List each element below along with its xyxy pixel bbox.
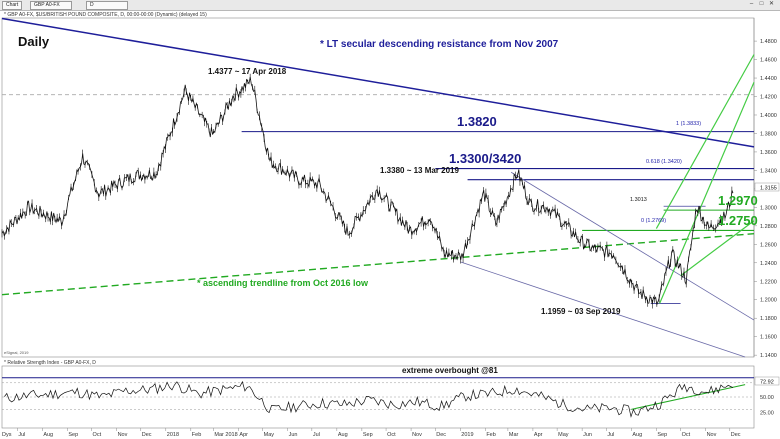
channel-upper xyxy=(510,171,755,321)
x-tick-label: Mar 2018 xyxy=(214,432,237,438)
rsi-y-tick-label: 25.00 xyxy=(760,411,774,417)
x-tick-label: Feb xyxy=(486,432,495,438)
fib-0-label: 0 (1.2769) xyxy=(641,218,666,224)
x-tick-label: Sep xyxy=(363,432,373,438)
level-13300-label: 1.3300/3420 xyxy=(449,151,521,166)
x-tick-label: Aug xyxy=(338,432,348,438)
green-channel-lower xyxy=(659,81,755,304)
x-tick-label: Jul xyxy=(313,432,320,438)
price-tag: 1.3155 xyxy=(760,186,777,192)
x-tick-label: Apr xyxy=(239,432,248,438)
close-icon[interactable]: ✕ xyxy=(768,1,775,7)
x-axis-days-label: Dys xyxy=(2,432,12,438)
x-tick-label: Apr xyxy=(534,432,543,438)
x-tick-label: Dec xyxy=(142,432,152,438)
swing-13013-label: 1.3013 xyxy=(630,197,647,203)
x-tick-label: Nov xyxy=(707,432,717,438)
x-tick-label: Jul xyxy=(607,432,614,438)
interval-box[interactable]: D xyxy=(86,1,128,10)
chart-tab[interactable]: Chart xyxy=(2,1,23,10)
x-tick-label: 2019 xyxy=(461,432,473,438)
rsi-chart-info: * Relative Strength Index - GBP A0-FX, D xyxy=(4,360,96,366)
price-y-tick-label: 1.3600 xyxy=(760,150,777,156)
high-2018-label: 1.4377 ~ 17 Apr 2018 xyxy=(208,67,287,76)
minimize-icon[interactable]: – xyxy=(749,1,754,7)
x-tick-label: Aug xyxy=(632,432,642,438)
x-tick-label: May xyxy=(558,432,569,438)
price-y-tick-label: 1.2600 xyxy=(760,242,777,248)
high-2019-label: 1.3380 ~ 13 Mar 2019 xyxy=(380,166,460,175)
price-y-tick-label: 1.4600 xyxy=(760,58,777,64)
price-series-line xyxy=(1,76,734,307)
rsi-tag-box xyxy=(754,376,780,386)
lt-descending-resistance xyxy=(1,17,755,148)
channel-lower xyxy=(460,261,746,358)
price-y-tick-label: 1.3000 xyxy=(760,205,777,211)
x-tick-label: Jun xyxy=(289,432,298,438)
price-chart-info: * GBP A0-FX, $US/BRITISH POUND COMPOSITE… xyxy=(4,12,207,18)
level-12970-label: 1.2970 xyxy=(718,193,758,208)
price-y-tick-label: 1.2400 xyxy=(760,261,777,267)
price-y-tick-label: 1.4200 xyxy=(760,95,777,101)
price-y-tick-label: 1.1600 xyxy=(760,335,777,341)
low-2019-label: 1.1959 ~ 03 Sep 2019 xyxy=(541,307,621,316)
symbol-box[interactable]: GBP A0-FX xyxy=(30,1,72,10)
price-y-tick-label: 1.4800 xyxy=(760,39,777,45)
rsi-y-tick-label: 50.00 xyxy=(760,395,774,401)
price-y-tick-label: 1.2800 xyxy=(760,224,777,230)
x-tick-label: Nov xyxy=(412,432,422,438)
watermark: eSignal, 2019 xyxy=(4,350,29,355)
price-y-tick-label: 1.2000 xyxy=(760,298,777,304)
price-y-tick-label: 1.1800 xyxy=(760,316,777,322)
x-tick-label: Dec xyxy=(436,432,446,438)
timeframe-title: Daily xyxy=(18,34,50,49)
x-tick-label: Dec xyxy=(731,432,741,438)
price-y-tick-label: 1.4400 xyxy=(760,76,777,82)
price-tag-box xyxy=(754,182,780,192)
price-y-tick-label: 1.3400 xyxy=(760,168,777,174)
rsi-series-line xyxy=(4,380,734,418)
level-13820-label: 1.3820 xyxy=(457,114,497,129)
green-channel-upper xyxy=(655,54,755,229)
price-y-tick-label: 1.4000 xyxy=(760,113,777,119)
fib-618-label: 0.618 (1.3420) xyxy=(646,159,682,165)
lt-resistance-annotation: * LT secular descending resistance from … xyxy=(320,39,559,50)
price-y-tick-label: 1.3800 xyxy=(760,131,777,137)
price-y-tick-label: 1.2200 xyxy=(760,279,777,285)
rsi-overbought-annotation: extreme overbought @81 xyxy=(402,366,498,375)
level-12750-label: 1.2750 xyxy=(718,213,758,228)
x-tick-label: Mar xyxy=(509,432,519,438)
ascending-trendline xyxy=(1,232,755,296)
ascending-trendline-annotation: * ascending trendline from Oct 2016 low xyxy=(197,278,369,288)
green-channel-inner xyxy=(680,220,755,277)
x-tick-label: 2018 xyxy=(167,432,179,438)
price-y-tick-label: 1.1400 xyxy=(760,353,777,359)
x-tick-label: Jul xyxy=(18,432,25,438)
rsi-tag: 72.92 xyxy=(760,380,774,386)
x-tick-label: Jun xyxy=(583,432,592,438)
x-tick-label: Oct xyxy=(387,432,396,438)
x-tick-label: Feb xyxy=(192,432,201,438)
rsi-ascending-support xyxy=(631,384,746,410)
x-tick-label: May xyxy=(264,432,275,438)
chart-toolbar: Chart GBP A0-FX D – □ ✕ xyxy=(0,0,780,11)
maximize-icon[interactable]: □ xyxy=(759,1,764,7)
x-tick-label: Nov xyxy=(118,432,128,438)
fib-1-label: 1 (1.3833) xyxy=(676,121,701,127)
x-tick-label: Sep xyxy=(68,432,78,438)
x-tick-label: Sep xyxy=(657,432,667,438)
x-tick-label: Oct xyxy=(93,432,102,438)
x-tick-label: Aug xyxy=(43,432,53,438)
x-tick-label: Oct xyxy=(682,432,691,438)
